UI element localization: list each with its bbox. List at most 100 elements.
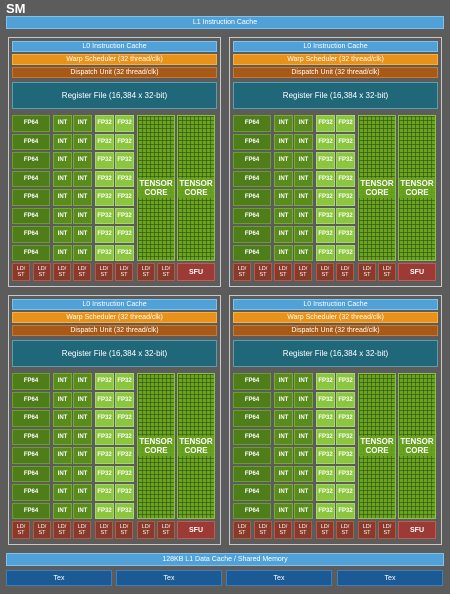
ldst-unit-label-line1: LD/ [382, 266, 392, 272]
fp32-unit-label: FP32 [97, 415, 112, 422]
dispatch-unit-label: Dispatch Unit (32 thread/clk) [70, 327, 159, 334]
int-unit-label: INT [57, 231, 68, 238]
dispatch-unit: Dispatch Unit (32 thread/clk) [233, 325, 438, 336]
fp32-unit: FP32 [95, 428, 114, 445]
fp64-unit: FP64 [233, 428, 271, 445]
fp32-unit-label: FP32 [97, 433, 112, 440]
int-unit-label: INT [57, 378, 68, 385]
int-unit: INT [73, 189, 92, 206]
fp64-unit-label: FP64 [23, 194, 39, 201]
ldst-unit-label: LD/ST [259, 266, 268, 278]
ldst-unit-label: LD/ST [341, 524, 350, 536]
fp64-unit: FP64 [233, 410, 271, 427]
int-unit-label: INT [77, 452, 88, 459]
int-unit: INT [294, 447, 313, 464]
fp32-unit: FP32 [95, 484, 114, 501]
tensor-core-label-line2: CORE [405, 446, 429, 455]
fp64-unit-label: FP64 [244, 249, 260, 256]
ldst-unit-label: LD/ST [363, 524, 372, 536]
fp32-unit-label: FP32 [318, 194, 333, 201]
int-unit-label: INT [57, 175, 68, 182]
l1-instruction-cache: L1 Instruction Cache [6, 16, 444, 29]
fp64-unit-label: FP64 [244, 489, 260, 496]
fp32-unit: FP32 [316, 244, 335, 261]
l0-instruction-cache-label: L0 Instruction Cache [82, 43, 147, 50]
ldst-unit: LD/ST [233, 521, 251, 539]
fp64-unit-label: FP64 [23, 433, 39, 440]
l0-instruction-cache: L0 Instruction Cache [233, 41, 438, 52]
fp64-unit: FP64 [233, 152, 271, 169]
tex-unit: Tex [116, 570, 222, 586]
fp32-unit: FP32 [115, 465, 134, 482]
register-file: Register File (16,384 x 32-bit) [12, 82, 217, 109]
fp32-unit-label: FP32 [97, 489, 112, 496]
fp64-unit-label: FP64 [23, 175, 39, 182]
ldst-unit-label-line1: LD/ [37, 266, 47, 272]
fp32-unit: FP32 [316, 465, 335, 482]
int-unit-label: INT [278, 489, 289, 496]
tensor-core-label-line1: TENSOR [400, 437, 434, 446]
fp32-unit: FP32 [336, 115, 355, 132]
int-unit: INT [274, 170, 293, 187]
int-unit: INT [53, 115, 72, 132]
fp32-unit: FP32 [115, 152, 134, 169]
register-file-label: Register File (16,384 x 32-bit) [61, 91, 168, 100]
ldst-unit-label: LD/ST [38, 524, 47, 536]
int-unit-label: INT [57, 157, 68, 164]
fp32-unit-label: FP32 [318, 157, 333, 164]
fp32-unit: FP32 [95, 502, 114, 519]
fp64-unit: FP64 [12, 244, 50, 261]
dispatch-unit: Dispatch Unit (32 thread/clk) [233, 67, 438, 78]
l0-instruction-cache-label: L0 Instruction Cache [82, 301, 147, 308]
tensor-core: TENSOR CORE [177, 373, 215, 519]
fp32-unit: FP32 [316, 170, 335, 187]
int-unit: INT [53, 484, 72, 501]
ldst-unit-label-line1: LD/ [141, 266, 151, 272]
tensor-core: TENSOR CORE [398, 115, 436, 261]
ldst-unit-label-line2: ST [162, 272, 170, 278]
fp64-unit: FP64 [12, 465, 50, 482]
fp64-unit: FP64 [233, 484, 271, 501]
int-unit: INT [294, 115, 313, 132]
tensor-core: TENSOR CORE [177, 115, 215, 261]
fp32-unit-label: FP32 [318, 415, 333, 422]
fp64-unit: FP64 [233, 391, 271, 408]
fp64-unit: FP64 [233, 207, 271, 224]
fp32-unit: FP32 [115, 428, 134, 445]
ldst-unit-label-line1: LD/ [258, 266, 268, 272]
ldst-unit: LD/ST [95, 521, 113, 539]
fp32-unit: FP32 [316, 428, 335, 445]
fp64-unit: FP64 [233, 465, 271, 482]
int-unit-label: INT [298, 433, 309, 440]
fp32-unit: FP32 [336, 465, 355, 482]
int-unit: INT [73, 373, 92, 390]
ldst-unit-label-line1: LD/ [161, 524, 171, 530]
int-unit-label: INT [77, 415, 88, 422]
sfu-unit: SFU [398, 521, 436, 539]
dispatch-unit-label: Dispatch Unit (32 thread/clk) [291, 327, 380, 334]
fp64-unit-label: FP64 [244, 175, 260, 182]
tensor-core-label-line2: CORE [144, 446, 168, 455]
fp32-unit-label: FP32 [97, 378, 112, 385]
ldst-unit-label: LD/ST [38, 266, 47, 278]
fp32-unit-label: FP32 [117, 470, 132, 477]
ldst-unit-label-line2: ST [78, 530, 86, 536]
tensor-core-label: TENSOR CORE [138, 178, 174, 198]
dispatch-unit-label: Dispatch Unit (32 thread/clk) [70, 69, 159, 76]
tex-unit: Tex [226, 570, 332, 586]
ldst-unit-label-line2: ST [341, 530, 349, 536]
fp32-unit-label: FP32 [97, 138, 112, 145]
int-unit-label: INT [77, 194, 88, 201]
ldst-unit-label-line2: ST [363, 272, 371, 278]
fp64-unit: FP64 [233, 502, 271, 519]
int-unit-label: INT [278, 470, 289, 477]
ldst-unit-label-line1: LD/ [99, 266, 109, 272]
int-unit: INT [53, 133, 72, 150]
int-unit-label: INT [57, 433, 68, 440]
fp32-unit-label: FP32 [338, 378, 353, 385]
ldst-unit-label: LD/ST [299, 266, 308, 278]
ldst-unit-label: LD/ST [78, 266, 87, 278]
tensor-core-label: TENSOR CORE [359, 436, 395, 456]
int-unit: INT [274, 502, 293, 519]
fp32-unit: FP32 [95, 115, 114, 132]
